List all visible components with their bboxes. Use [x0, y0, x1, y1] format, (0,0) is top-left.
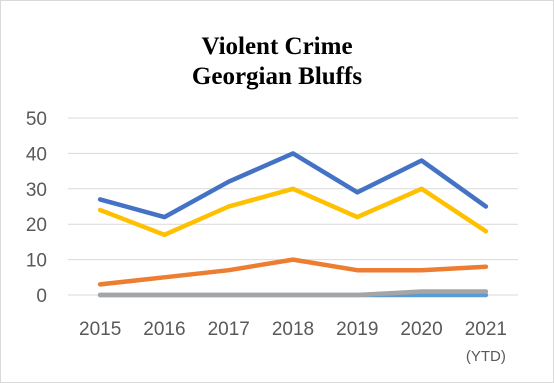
- x-tick-label-2018: 2018: [272, 319, 314, 340]
- x-tick-label-2017: 2017: [208, 319, 250, 340]
- x-tick-label-2020: 2020: [400, 319, 442, 340]
- x-tick-label-2021: 2021: [465, 319, 507, 340]
- y-tick-label-20: 20: [26, 215, 47, 236]
- y-tick-label-0: 0: [36, 286, 47, 307]
- y-tick-label-50: 50: [26, 109, 47, 130]
- series-line-3: [97, 257, 489, 287]
- series-line-2: [97, 186, 489, 238]
- y-tick-label-30: 30: [26, 180, 47, 201]
- series-line-1: [97, 151, 489, 220]
- chart-title-line-1: Violent Crime: [201, 33, 353, 60]
- chart-title-line-2: Georgian Bluffs: [191, 63, 363, 90]
- y-tick-label-10: 10: [26, 251, 47, 272]
- series-line-4: [97, 289, 489, 298]
- x-tick-label-2015: 2015: [79, 319, 121, 340]
- y-tick-label-40: 40: [26, 144, 47, 165]
- x-tick-label-2019: 2019: [336, 319, 378, 340]
- x-tick-sublabel-2021: (YTD): [466, 348, 506, 365]
- x-tick-label-2016: 2016: [143, 319, 185, 340]
